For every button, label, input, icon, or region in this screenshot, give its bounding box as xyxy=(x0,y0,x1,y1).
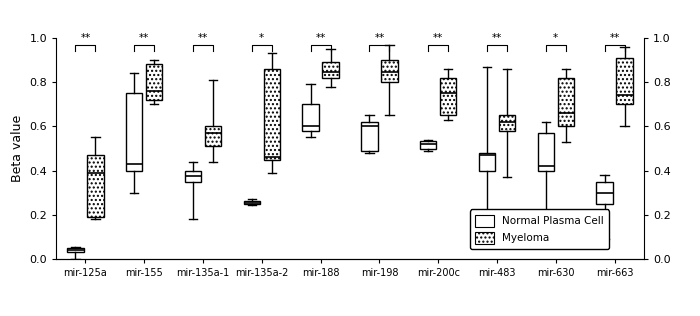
PathPatch shape xyxy=(323,62,339,78)
Text: **: ** xyxy=(198,33,208,44)
PathPatch shape xyxy=(499,115,515,131)
PathPatch shape xyxy=(479,153,495,171)
PathPatch shape xyxy=(538,133,554,171)
PathPatch shape xyxy=(244,200,260,204)
PathPatch shape xyxy=(126,93,142,171)
PathPatch shape xyxy=(382,60,398,82)
Text: **: ** xyxy=(316,33,326,44)
Text: *: * xyxy=(553,33,559,44)
PathPatch shape xyxy=(440,78,456,115)
PathPatch shape xyxy=(146,64,162,100)
PathPatch shape xyxy=(88,155,104,217)
PathPatch shape xyxy=(596,182,612,204)
PathPatch shape xyxy=(617,58,633,104)
PathPatch shape xyxy=(264,69,280,160)
PathPatch shape xyxy=(185,171,201,182)
PathPatch shape xyxy=(67,248,83,252)
PathPatch shape xyxy=(302,104,318,131)
Text: **: ** xyxy=(610,33,620,44)
Text: **: ** xyxy=(139,33,149,44)
Legend: Normal Plasma Cell, Myeloma: Normal Plasma Cell, Myeloma xyxy=(470,210,610,250)
PathPatch shape xyxy=(420,141,436,149)
Y-axis label: Beta value: Beta value xyxy=(10,115,24,182)
PathPatch shape xyxy=(361,122,377,151)
PathPatch shape xyxy=(558,78,574,126)
Text: **: ** xyxy=(492,33,502,44)
Text: *: * xyxy=(259,33,265,44)
Text: **: ** xyxy=(374,33,384,44)
Text: **: ** xyxy=(433,33,443,44)
Text: **: ** xyxy=(80,33,90,44)
PathPatch shape xyxy=(205,126,221,146)
